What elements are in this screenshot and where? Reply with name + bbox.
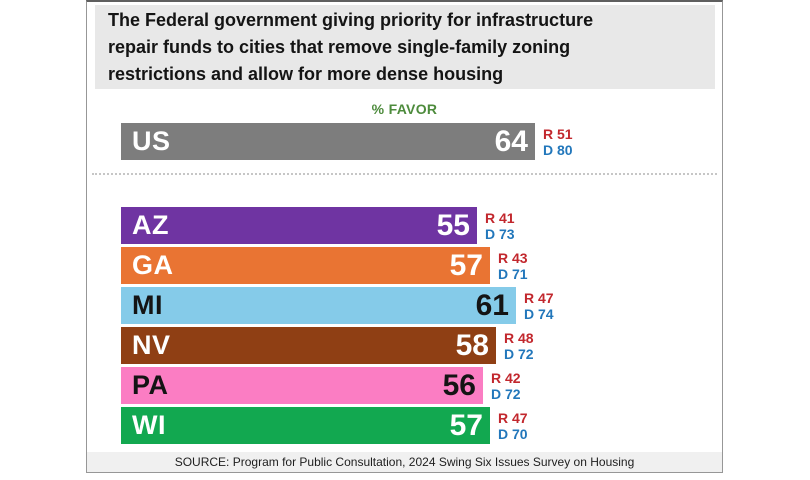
rep-value-pa: R 42 bbox=[491, 369, 521, 386]
party-breakdown-az: R 41 D 73 bbox=[485, 210, 515, 242]
bar-value-ga: 57 bbox=[449, 248, 483, 282]
rep-value-us: R 51 bbox=[543, 125, 573, 142]
party-breakdown-wi: R 47 D 70 bbox=[498, 410, 528, 442]
bar-value-mi: 61 bbox=[475, 288, 509, 322]
dem-value-wi: D 70 bbox=[498, 425, 528, 442]
party-breakdown-us: R 51 D 80 bbox=[543, 126, 573, 158]
chart-title-line-3: restrictions and allow for more dense ho… bbox=[108, 64, 504, 84]
rep-value-nv: R 48 bbox=[504, 329, 534, 346]
dem-value-nv: D 72 bbox=[504, 345, 534, 362]
dem-value-ga: D 71 bbox=[498, 265, 528, 282]
bar-us: US 64 bbox=[121, 123, 535, 160]
chart-panel: The Federal government giving priority f… bbox=[86, 0, 723, 473]
favor-axis-label: % FAVOR bbox=[371, 101, 438, 117]
dem-value-us: D 80 bbox=[543, 141, 573, 158]
bar-label-pa: PA bbox=[132, 370, 169, 400]
bar-wi: WI 57 bbox=[121, 407, 490, 444]
bar-pa: PA 56 bbox=[121, 367, 483, 404]
national-state-divider bbox=[92, 173, 717, 175]
party-breakdown-ga: R 43 D 71 bbox=[498, 250, 528, 282]
bar-value-us: 64 bbox=[494, 124, 528, 158]
chart-row-az: AZ 55 R 41 D 73 bbox=[121, 207, 554, 244]
bar-value-az: 55 bbox=[436, 208, 470, 242]
bar-label-ga: GA bbox=[132, 250, 174, 280]
bar-label-az: AZ bbox=[132, 210, 169, 240]
bar-value-pa: 56 bbox=[442, 368, 476, 402]
chart-row-us: US 64 R 51 D 80 bbox=[121, 123, 573, 160]
state-bars-container: AZ 55 R 41 D 73 GA 57 R 43 D 71 MI 61 R 47 D 74 NV 58… bbox=[121, 207, 554, 447]
chart-title: The Federal government giving priority f… bbox=[95, 5, 715, 89]
bar-ga: GA 57 bbox=[121, 247, 490, 284]
dem-value-az: D 73 bbox=[485, 225, 515, 242]
rep-value-az: R 41 bbox=[485, 209, 515, 226]
rep-value-wi: R 47 bbox=[498, 409, 528, 426]
source-attribution: SOURCE: Program for Public Consultation,… bbox=[87, 452, 722, 472]
bar-label-mi: MI bbox=[132, 290, 163, 320]
bar-value-nv: 58 bbox=[455, 328, 489, 362]
bar-az: AZ 55 bbox=[121, 207, 477, 244]
bar-label-nv: NV bbox=[132, 330, 171, 360]
bar-value-wi: 57 bbox=[449, 408, 483, 442]
bar-nv: NV 58 bbox=[121, 327, 496, 364]
bar-label-wi: WI bbox=[132, 410, 166, 440]
party-breakdown-pa: R 42 D 72 bbox=[491, 370, 521, 402]
dem-value-pa: D 72 bbox=[491, 385, 521, 402]
party-breakdown-nv: R 48 D 72 bbox=[504, 330, 534, 362]
rep-value-ga: R 43 bbox=[498, 249, 528, 266]
chart-title-line-2: repair funds to cities that remove singl… bbox=[108, 37, 571, 57]
rep-value-mi: R 47 bbox=[524, 289, 554, 306]
dem-value-mi: D 74 bbox=[524, 305, 554, 322]
bar-mi: MI 61 bbox=[121, 287, 516, 324]
chart-row-pa: PA 56 R 42 D 72 bbox=[121, 367, 554, 404]
chart-row-wi: WI 57 R 47 D 70 bbox=[121, 407, 554, 444]
chart-row-mi: MI 61 R 47 D 74 bbox=[121, 287, 554, 324]
chart-title-line-1: The Federal government giving priority f… bbox=[108, 10, 594, 30]
national-bar-container: US 64 R 51 D 80 bbox=[121, 123, 573, 163]
bar-label-us: US bbox=[132, 126, 171, 156]
chart-row-nv: NV 58 R 48 D 72 bbox=[121, 327, 554, 364]
chart-row-ga: GA 57 R 43 D 71 bbox=[121, 247, 554, 284]
party-breakdown-mi: R 47 D 74 bbox=[524, 290, 554, 322]
